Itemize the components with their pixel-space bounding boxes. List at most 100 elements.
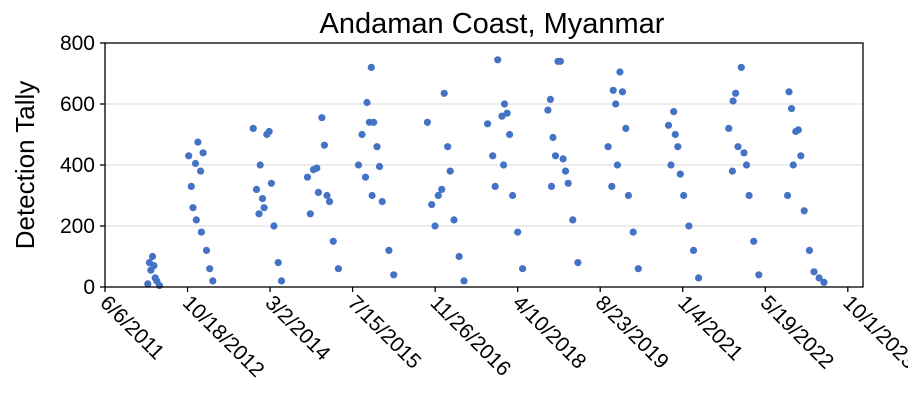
data-point xyxy=(191,159,200,168)
x-tick-label: 1/4/2021 xyxy=(673,291,747,365)
data-point xyxy=(676,170,684,178)
data-point xyxy=(189,204,197,212)
x-tick-label: 3/2/2014 xyxy=(261,291,335,365)
data-point xyxy=(616,68,624,76)
x-tick-label: 10/1/2023 xyxy=(838,291,908,373)
y-tick-label: 200 xyxy=(60,215,95,238)
data-point xyxy=(789,161,797,169)
data-point xyxy=(549,133,557,142)
data-point xyxy=(423,118,431,126)
data-point xyxy=(144,280,152,288)
y-axis-label: Detection Tally xyxy=(10,81,40,250)
data-point xyxy=(187,182,195,190)
data-point xyxy=(725,124,733,132)
data-point xyxy=(820,278,828,286)
data-point xyxy=(367,63,375,71)
data-point xyxy=(695,274,703,282)
data-point xyxy=(797,152,805,160)
data-point xyxy=(385,246,393,254)
data-point xyxy=(206,265,214,273)
data-point xyxy=(729,97,737,105)
data-point xyxy=(440,89,448,97)
data-point xyxy=(329,237,337,245)
data-point xyxy=(732,89,740,97)
y-tick-label: 0 xyxy=(83,276,95,299)
data-point xyxy=(313,164,321,172)
data-point xyxy=(491,182,499,190)
data-point xyxy=(794,126,802,134)
data-point xyxy=(674,143,682,151)
data-point xyxy=(618,88,627,96)
data-point xyxy=(375,162,384,171)
data-point xyxy=(734,143,742,151)
gridlines xyxy=(105,103,863,227)
data-point xyxy=(546,95,555,103)
data-point xyxy=(503,109,511,117)
data-point xyxy=(689,246,698,254)
data-points xyxy=(144,56,828,290)
data-point xyxy=(500,100,509,108)
data-point xyxy=(559,155,567,163)
data-point xyxy=(787,105,796,113)
data-point xyxy=(460,277,468,285)
x-tick-label: 10/18/2012 xyxy=(178,291,269,382)
data-point xyxy=(438,185,446,193)
data-point xyxy=(514,228,522,236)
data-point xyxy=(745,191,753,200)
y-tick-label: 800 xyxy=(60,32,95,55)
data-point xyxy=(256,161,264,169)
data-point xyxy=(202,246,211,254)
x-tick-label: 8/23/2019 xyxy=(591,291,673,373)
data-point xyxy=(608,182,616,190)
data-point xyxy=(547,182,556,190)
data-point xyxy=(750,237,758,245)
data-point xyxy=(358,130,366,139)
data-point xyxy=(737,63,745,71)
data-point xyxy=(373,143,381,151)
y-tick-label: 400 xyxy=(60,154,95,177)
data-point xyxy=(564,179,572,187)
data-point xyxy=(260,204,268,212)
data-point xyxy=(274,259,282,267)
data-point xyxy=(431,222,439,230)
data-point xyxy=(604,143,612,151)
data-point xyxy=(484,120,492,128)
x-tick-label: 7/15/2015 xyxy=(343,291,425,373)
data-point xyxy=(544,106,552,114)
data-point xyxy=(270,222,278,230)
data-point xyxy=(197,167,205,175)
data-point xyxy=(325,198,334,206)
x-tick-label: 5/19/2022 xyxy=(756,291,838,373)
data-point xyxy=(197,228,205,236)
data-point xyxy=(785,88,793,96)
x-tick-label: 6/6/2011 xyxy=(95,291,168,364)
data-point xyxy=(506,130,514,139)
data-point xyxy=(318,114,326,122)
data-point xyxy=(434,191,442,200)
data-point xyxy=(255,210,263,218)
data-point xyxy=(361,173,370,181)
chart-title: Andaman Coast, Myanmar xyxy=(320,8,665,40)
data-point xyxy=(323,191,331,200)
data-point xyxy=(728,167,737,175)
data-point xyxy=(185,152,193,160)
data-point xyxy=(265,127,273,136)
x-tick-label: 4/10/2018 xyxy=(508,291,590,373)
data-point xyxy=(613,161,622,169)
data-point xyxy=(685,222,693,230)
data-point xyxy=(370,118,378,126)
data-point xyxy=(624,191,633,200)
data-point xyxy=(551,152,560,160)
data-point xyxy=(574,259,582,267)
data-point xyxy=(194,138,202,146)
data-point xyxy=(634,265,642,273)
data-point xyxy=(755,271,763,279)
data-point xyxy=(303,173,312,181)
data-point xyxy=(508,191,517,200)
data-point xyxy=(277,277,286,285)
data-point xyxy=(556,57,565,65)
data-point xyxy=(519,265,527,273)
